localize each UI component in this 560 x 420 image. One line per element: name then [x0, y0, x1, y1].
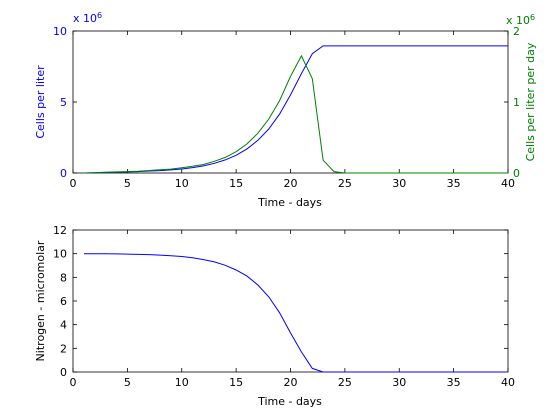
bottom-x-tick-label: 25	[338, 376, 352, 389]
cells-per-liter-per-day-line	[83, 54, 508, 174]
top-x-tick-label: 25	[338, 177, 352, 190]
top-x-axis-label: Time - days	[257, 196, 322, 209]
top-x-tick-label: 5	[124, 177, 131, 190]
top-right-exponent-power: 6	[530, 13, 535, 22]
bottom-y-tick-label: 2	[60, 342, 67, 355]
cells-per-liter-line	[83, 45, 508, 174]
top-right-y-tick-label: 2	[513, 25, 520, 38]
bottom-x-tick-label: 20	[284, 376, 298, 389]
bottom-series	[83, 253, 508, 373]
bottom-y-tick-label: 0	[60, 366, 67, 379]
bottom-x-axis-label: Time - days	[257, 395, 322, 408]
top-left-y-ticks: 0 5 10	[53, 25, 77, 180]
top-plot-area	[72, 30, 509, 174]
bottom-x-tick-label: 15	[229, 376, 243, 389]
top-x-tick-label: 0	[70, 177, 77, 190]
top-left-y-tick-label: 5	[60, 96, 67, 109]
bottom-y-ticks: 0 2 4 6 8 10 12	[53, 224, 508, 379]
bottom-y-tick-label: 12	[53, 224, 67, 237]
top-x-tick-label: 35	[447, 177, 461, 190]
bottom-y-tick-label: 4	[60, 319, 67, 332]
bottom-x-tick-label: 5	[124, 376, 131, 389]
top-right-y-axis-label: Cells per liter per day	[524, 42, 537, 161]
top-right-exponent: x 106	[506, 13, 535, 27]
bottom-x-tick-label: 40	[501, 376, 515, 389]
top-x-ticks: 0 5 10 15 20 25 30 35 40	[70, 31, 515, 190]
top-left-y-axis-label: Cells per liter	[34, 65, 47, 139]
bottom-x-ticks: 0 5 10 15 20 25 30 35 40	[70, 230, 515, 389]
top-x-tick-label: 40	[501, 177, 515, 190]
top-right-exponent-base: x 10	[506, 14, 530, 27]
bottom-x-tick-label: 30	[392, 376, 406, 389]
top-left-exponent: x 106	[73, 11, 102, 25]
top-x-tick-label: 10	[175, 177, 189, 190]
bottom-x-tick-label: 0	[70, 376, 77, 389]
bottom-x-tick-label: 10	[175, 376, 189, 389]
top-x-tick-label: 30	[392, 177, 406, 190]
bottom-plot: 0 5 10 15 20 25 30 35 40 0 2 4 6 8 10 12 Time - days N…	[34, 224, 515, 408]
top-left-y-tick-label: 0	[60, 167, 67, 180]
bottom-y-tick-label: 8	[60, 271, 67, 284]
nitrogen-line	[83, 253, 508, 373]
top-left-exponent-power: 6	[97, 11, 102, 20]
top-x-tick-label: 15	[229, 177, 243, 190]
bottom-plot-area	[72, 229, 509, 373]
top-right-y-tick-label: 0	[513, 167, 520, 180]
top-left-y-tick-label: 10	[53, 25, 67, 38]
top-x-tick-label: 20	[284, 177, 298, 190]
top-right-y-tick-label: 1	[513, 96, 520, 109]
top-series	[83, 45, 508, 174]
bottom-y-tick-label: 10	[53, 248, 67, 261]
bottom-y-tick-label: 6	[60, 295, 67, 308]
bottom-x-tick-label: 35	[447, 376, 461, 389]
top-left-exponent-base: x 10	[73, 12, 97, 25]
bottom-y-axis-label: Nitrogen - micromolar	[34, 240, 47, 361]
